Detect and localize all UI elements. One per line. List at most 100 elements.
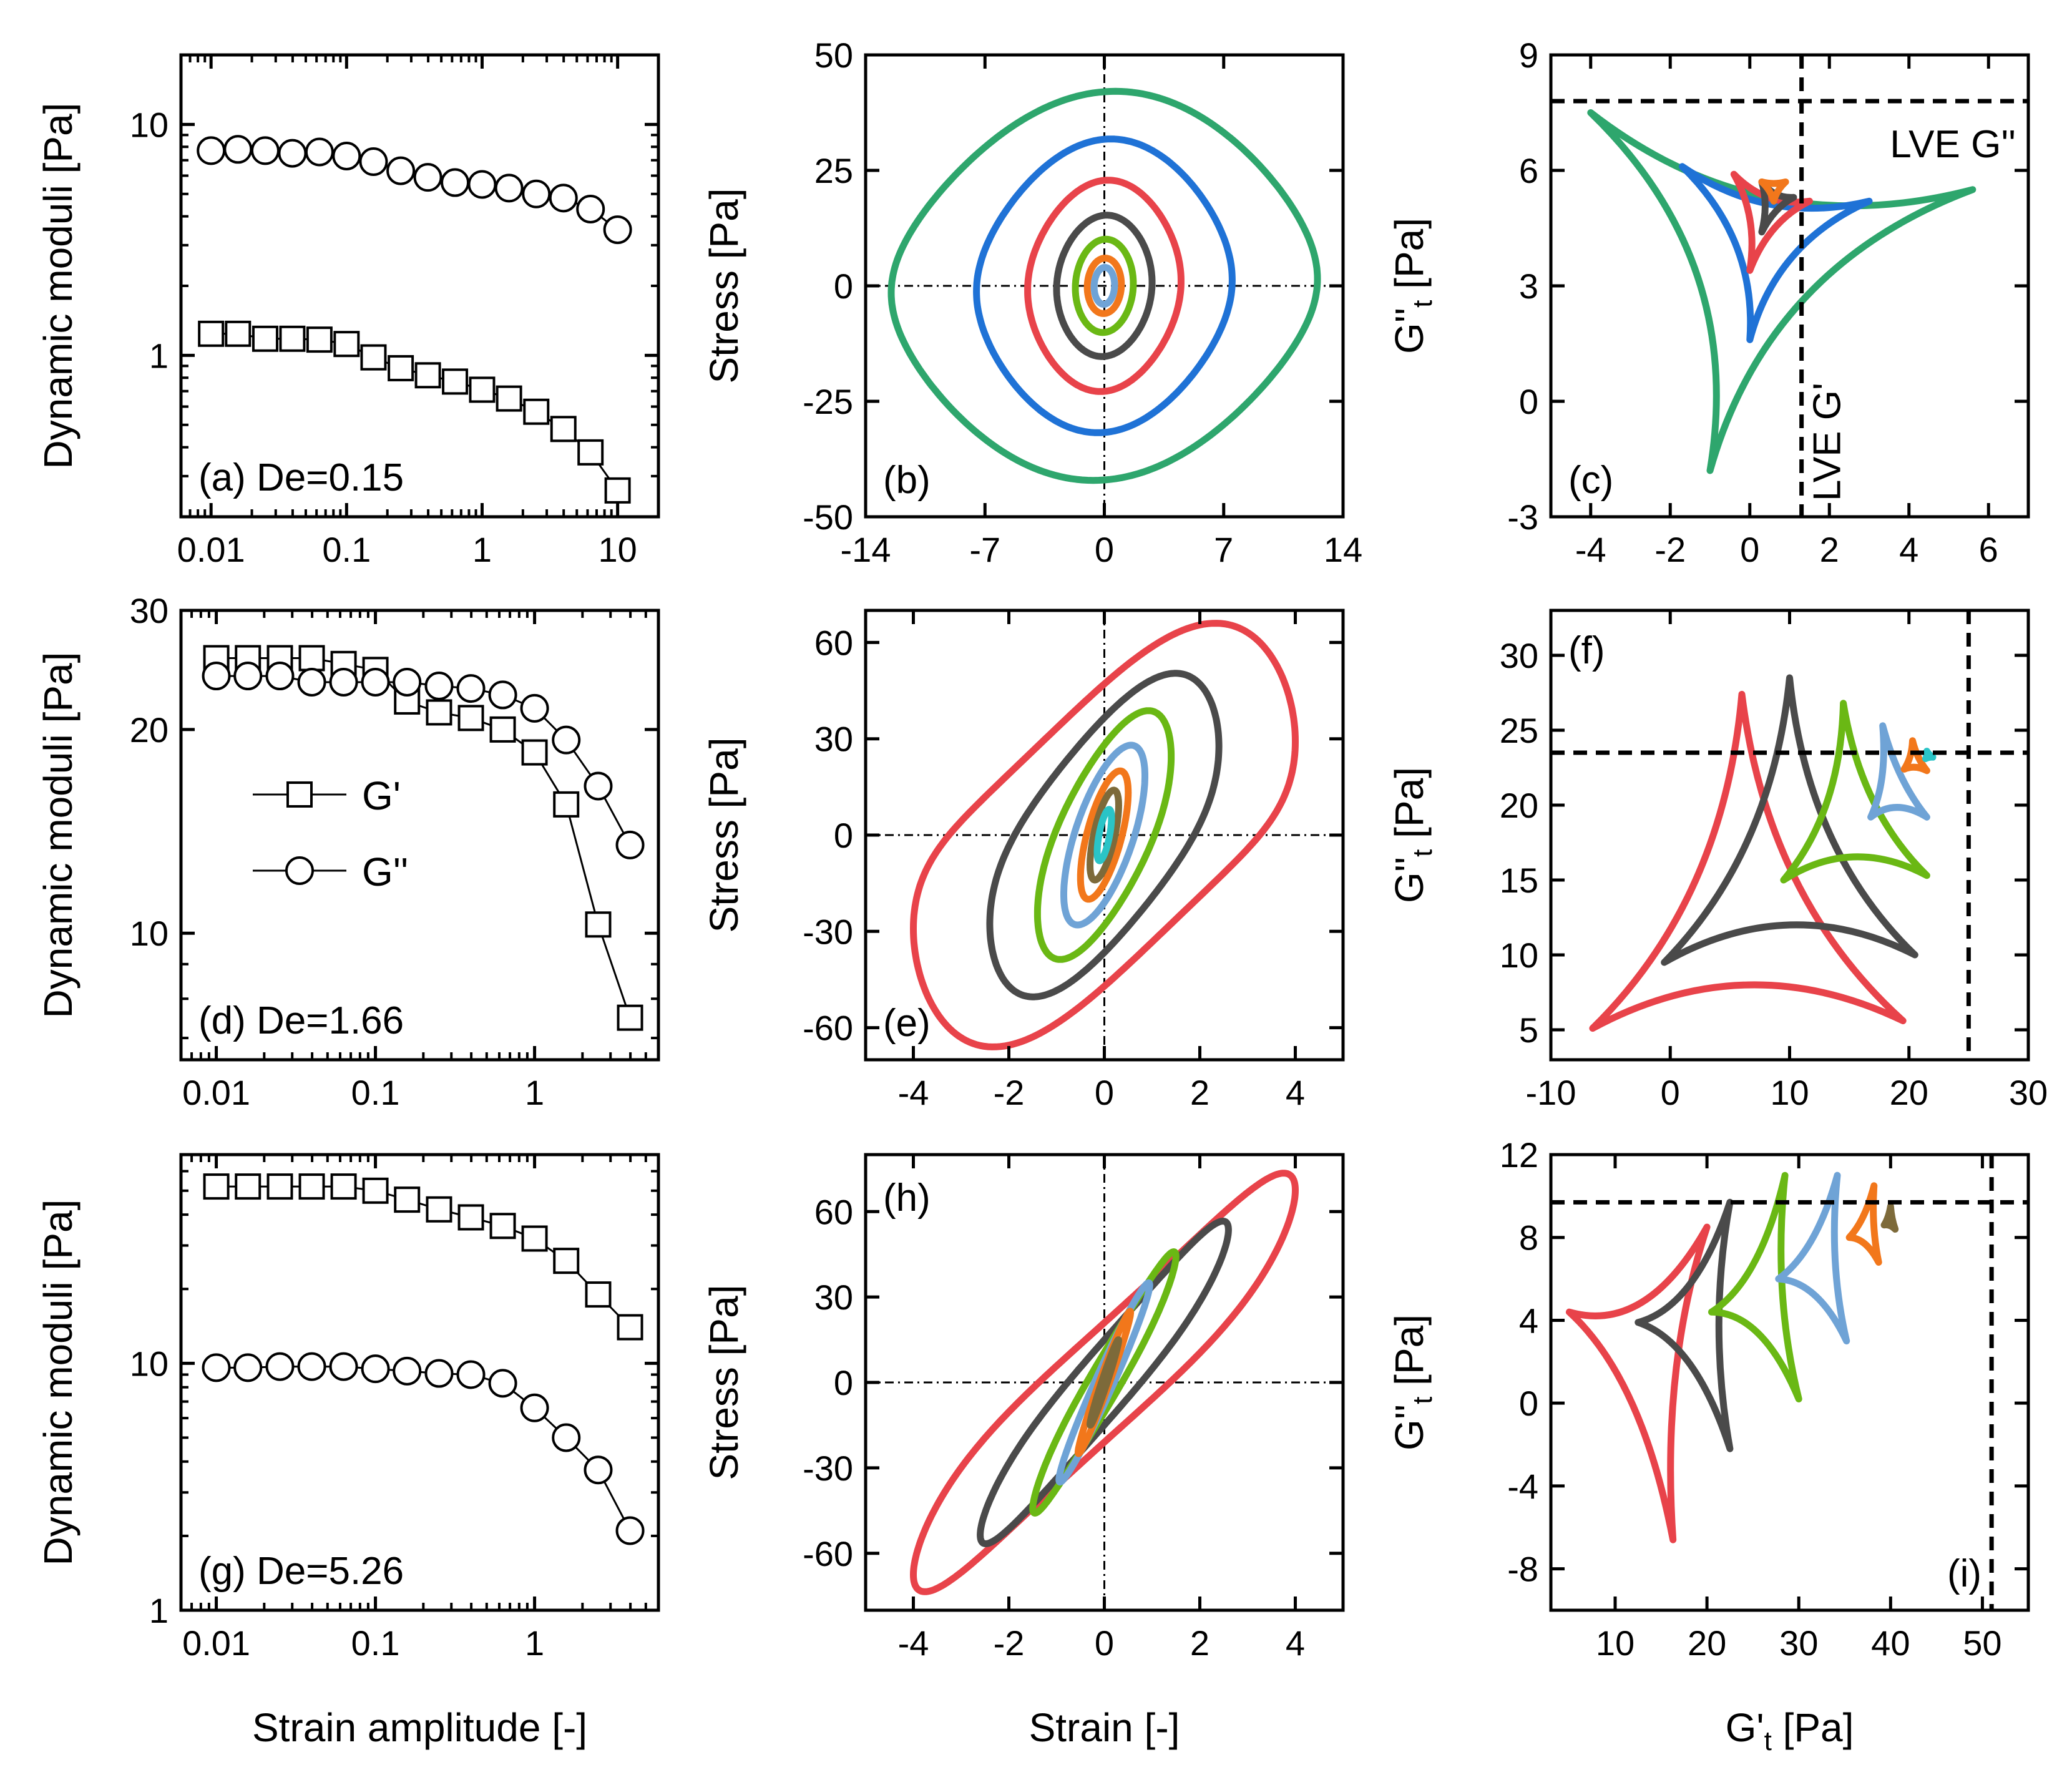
x-tick-label: 20 [1890, 1073, 1928, 1112]
circle-marker [250, 136, 280, 165]
legend-circle-marker [285, 856, 314, 885]
y-axis-label-subscript: t [1407, 849, 1438, 857]
panel-label: (e) [883, 1002, 931, 1045]
square-marker [521, 1225, 548, 1252]
y-tick-label: -30 [803, 1449, 853, 1488]
square-marker [394, 1186, 421, 1213]
panel-label: (g) De=5.26 [198, 1550, 404, 1593]
panel-label: (h) [883, 1176, 931, 1220]
legend-square-marker [286, 781, 313, 808]
x-axis-label: G't [Pa] [1726, 1705, 1854, 1756]
circle-marker [522, 179, 551, 208]
y-tick-label: -3 [1507, 497, 1538, 537]
square-marker [426, 699, 452, 726]
panel-label: (i) [1947, 1552, 1982, 1595]
y-axis-label-rest: [Pa] [1387, 218, 1432, 300]
square-marker [585, 911, 612, 938]
y-tick-label: 3 [1519, 267, 1538, 306]
square-marker [330, 1173, 357, 1200]
circle-marker [361, 667, 390, 697]
y-tick-label: -4 [1507, 1467, 1538, 1506]
y-tick-label: 20 [130, 710, 169, 750]
circle-marker [329, 667, 358, 697]
y-tick-label: 0 [1519, 1384, 1538, 1423]
square-marker [457, 1204, 484, 1231]
lissajous-curve-orange [1083, 255, 1125, 317]
series-line-circle [216, 675, 631, 846]
circle-marker [552, 725, 581, 755]
panel-e: -4 -2 0 2 4 -60 -30 0 30 60 Stress [Pa] (e) [701, 609, 1345, 1112]
y-axis-label: Stress [Pa] [701, 188, 746, 384]
legend-label: G' [362, 773, 401, 818]
circle-marker [233, 662, 263, 691]
panel-a: 0.01 0.1 1 10 1 10 Dynamic moduli [Pa] (a) De=0… [36, 53, 660, 569]
x-axis-label-subscript: t [1764, 1726, 1772, 1756]
x-tick-label: 10 [598, 530, 637, 569]
y-tick-label: 0 [834, 267, 853, 306]
circle-marker [359, 147, 388, 177]
y-tick-label: 12 [1500, 1135, 1538, 1175]
y-tick-label: 60 [814, 1192, 853, 1231]
lve-gprime-label: LVE G' [1806, 383, 1849, 501]
square-marker [198, 320, 225, 347]
y-axis-label-subscript: t [1407, 300, 1438, 308]
x-tick-label: 40 [1871, 1623, 1910, 1663]
y-tick-label: 10 [130, 105, 169, 144]
x-tick-label: 10 [1596, 1623, 1635, 1663]
lissajous-curve-red [1024, 177, 1185, 395]
square-marker [306, 326, 333, 353]
lve-gdoubleprime-label: LVE G'' [1890, 123, 2016, 166]
circle-marker [202, 1353, 231, 1382]
y-tick-label: 8 [1519, 1218, 1538, 1258]
square-marker [235, 1173, 261, 1200]
lissajous-curve-green [887, 87, 1321, 484]
x-tick-label: 30 [2009, 1073, 2048, 1112]
y-tick-label: 6 [1519, 151, 1538, 190]
y-tick-label: 9 [1519, 36, 1538, 75]
y-tick-label: 60 [814, 623, 853, 662]
y-tick-label: 30 [130, 591, 169, 630]
square-marker [553, 1248, 580, 1274]
square-marker [414, 362, 441, 389]
x-tick-label: 4 [1286, 1623, 1305, 1663]
y-tick-label: 1 [149, 336, 169, 375]
lissajous-curve-blue [973, 135, 1236, 436]
y-tick-label: -60 [803, 1009, 853, 1048]
y-tick-label: 10 [130, 1344, 169, 1383]
lissajous-curve-dark [986, 670, 1223, 1000]
panel-g: 0.01 0.1 1 1 10 Dynamic moduli [Pa] Strain amp… [36, 1153, 660, 1750]
square-marker [585, 1281, 612, 1308]
x-tick-label: 0.1 [322, 530, 371, 569]
circle-marker [413, 163, 442, 192]
circle-marker [424, 1359, 454, 1388]
triangle-curve-dark [1661, 674, 1918, 966]
x-tick-label: 6 [1979, 530, 1998, 569]
x-tick-label: 0 [1661, 1073, 1680, 1112]
lissajous-curve-lime [1029, 1248, 1180, 1517]
square-marker [203, 1173, 230, 1200]
y-axis-label: G''t [Pa] [1387, 767, 1438, 903]
circle-marker [456, 674, 486, 703]
y-tick-label: 10 [130, 914, 169, 953]
y-axis-label: Dynamic moduli [Pa] [36, 103, 81, 469]
triangle-curve-lime [1780, 700, 1930, 884]
lissajous-curve-cyan [1093, 806, 1115, 864]
x-tick-label: 0.01 [177, 530, 245, 569]
square-marker [388, 355, 414, 381]
panel-i: 10 20 30 40 50 -8 -4 0 4 8 12 G''t [Pa] G't [Pa] (i) [1387, 1135, 2030, 1756]
triangle-curve-red [1589, 690, 1907, 1032]
x-tick-label: 2 [1190, 1623, 1209, 1663]
y-tick-label: 0 [1519, 382, 1538, 421]
circle-marker [576, 194, 605, 223]
x-tick-label: 0.1 [351, 1073, 400, 1112]
y-axis-label-subscript: t [1407, 1397, 1438, 1404]
x-tick-label: 1 [525, 1073, 544, 1112]
y-tick-label: 20 [1500, 786, 1538, 825]
panel-f: -10 0 10 20 30 5 10 15 20 25 30 G''t [Pa] (f) [1387, 609, 2048, 1112]
square-marker [457, 705, 484, 731]
circle-marker [456, 1360, 486, 1389]
circle-marker [424, 672, 454, 701]
circle-marker [584, 1455, 613, 1485]
y-tick-label: 25 [814, 151, 853, 190]
panel-label: (d) De=1.66 [198, 999, 404, 1042]
